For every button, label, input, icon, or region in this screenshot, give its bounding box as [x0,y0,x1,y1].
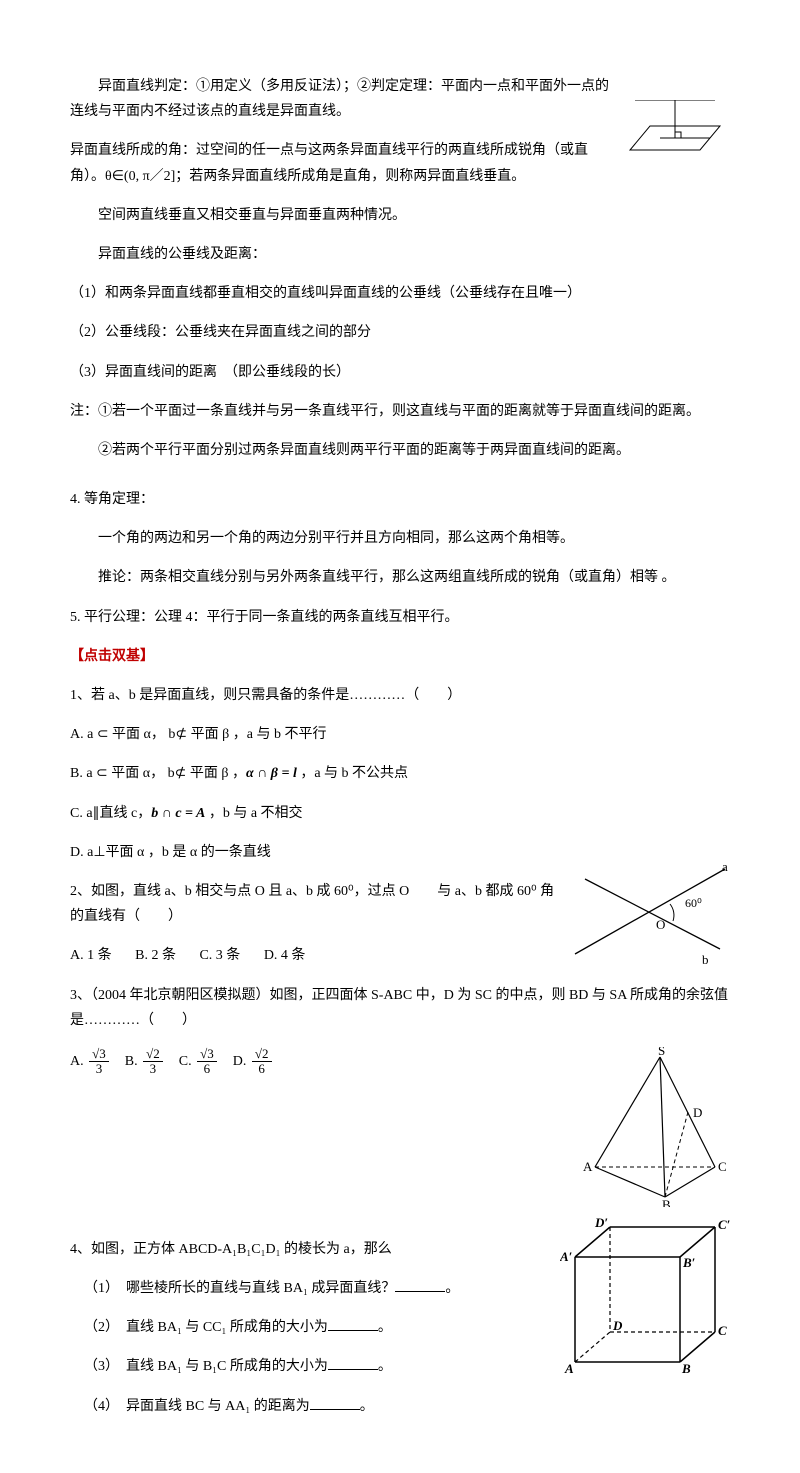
s4-p2: 推论：两条相交直线分别与另外两条直线平行，那么这两组直线所成的锐角（或直角）相等… [70,565,730,590]
fig3-S: S [658,1047,665,1058]
figure-cube: D′ C′ A′ B′ D C A B [560,1217,730,1377]
q1-optB: B. a ⊂ 平面 α， b⊄ 平面 β ，α ∩ β = l ，a 与 b 不… [70,761,730,786]
figure-perpendicular [620,100,730,170]
q3-fracB: √23 [143,1047,163,1077]
intro-p8: 注：①若一个平面过一条直线并与另一条直线平行，则这直线与平面的距离就等于异面直线… [70,399,730,424]
intro-p5: （1）和两条异面直线都垂直相交的直线叫异面直线的公垂线（公垂线存在且唯一） [70,281,730,306]
fig2-label-O: O [656,917,665,932]
s4-p1: 一个角的两边和另一个角的两边分别平行并且方向相同，那么这两个角相等。 [70,526,730,551]
q3-optD-label: D. [233,1054,247,1069]
q1-optC-pre: C. a∥直线 c， [70,806,151,821]
q1-optC-math: b ∩ c = A [151,806,205,821]
s4-title: 4. 等角定理： [70,487,730,512]
fig4-Dp: D′ [594,1217,608,1230]
intro-p9: ②若两个平行平面分别过两条异面直线则两平行平面的距离等于两异面直线间的距离。 [70,438,730,463]
s5-title: 5. 平行公理：公理 4：平行于同一条直线的两条直线互相平行。 [70,605,730,630]
click-title: 【点击双基】 [70,644,730,669]
q1-optB-math: α ∩ β = l [246,766,297,781]
fig4-A: A [564,1361,574,1376]
q1-optB-mid: 平面 β ， [186,766,246,781]
q3-stem: 3、（2004 年北京朝阳区模拟题）如图，正四面体 S-ABC 中，D 为 SC… [70,983,730,1033]
fig4-C: C [718,1323,727,1338]
q1-optA-post: 平面 β ，a 与 b 不平行 [187,727,326,742]
fig3-B: B [662,1197,671,1207]
fig3-A: A [583,1159,593,1174]
fig4-Cp: C′ [718,1217,730,1232]
q1-optC-post: ，b 与 a 不相交 [205,806,302,821]
fig4-Bp: B′ [682,1255,696,1270]
q1-optA: A. a ⊂ 平面 α， b⊄ 平面 β ，a 与 b 不平行 [70,722,730,747]
q3-optA-label: A. [70,1054,84,1069]
fig2-label-b: b [702,952,709,967]
figure-two-lines: a b O 60⁰ [570,859,730,969]
q1-stem: 1、若 a、b 是异面直线，则只需具备的条件是…………（ ） [70,683,730,708]
q2-stem-a: 2、如图，直线 a、b 相交与点 O 且 a、b 成 60⁰，过点 O [70,884,409,899]
q1-optA-pre: A. a ⊂ 平面 α， b [70,727,175,742]
q2-optC: C. 3 条 [199,948,240,963]
fig2-label-60: 60⁰ [685,896,702,910]
intro-p6: （2）公垂线段：公垂线夹在异面直线之间的部分 [70,320,730,345]
q3-optC-label: C. [179,1054,192,1069]
q1-optB-post: ，a 与 b 不公共点 [297,766,408,781]
q4-r4: （4） 异面直线 BC 与 AA₁ 的距离为。 [84,1394,730,1419]
q1-optB-pre: B. a ⊂ 平面 α， b [70,766,175,781]
fig3-D: D [693,1105,702,1120]
q3-fracA: √33 [89,1047,109,1077]
q2-optB: B. 2 条 [135,948,176,963]
q2-optD: D. 4 条 [264,948,306,963]
q1-optC: C. a∥直线 c，b ∩ c = A ，b 与 a 不相交 [70,801,730,826]
intro-p7: （3）异面直线间的距离 （即公垂线段的长） [70,360,730,385]
fig2-label-a: a [722,859,728,874]
fig3-C: C [718,1159,727,1174]
intro-p4: 异面直线的公垂线及距离： [70,242,730,267]
fig4-Ap: A′ [560,1249,573,1264]
q2-optA: A. 1 条 [70,948,112,963]
q3-optB-label: B. [125,1054,138,1069]
fig4-B: B [681,1361,691,1376]
fig4-D: D [612,1318,623,1333]
figure-tetrahedron: S A B C D [580,1047,730,1207]
q3-fracD: √26 [252,1047,272,1077]
q3-fracC: √36 [197,1047,217,1077]
intro-p3: 空间两直线垂直又相交垂直与异面垂直两种情况。 [70,203,730,228]
